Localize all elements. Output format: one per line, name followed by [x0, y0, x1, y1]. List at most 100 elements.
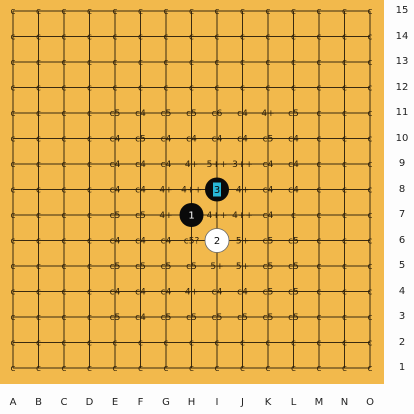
intersection-mark[interactable]: c — [36, 186, 41, 196]
intersection-mark[interactable]: c — [215, 7, 220, 17]
threat-mark[interactable]: c4 — [161, 237, 172, 247]
intersection-mark[interactable]: c — [11, 211, 16, 221]
intersection-mark[interactable]: c — [11, 313, 16, 323]
intersection-mark[interactable]: c — [87, 109, 92, 119]
intersection-mark[interactable]: c — [113, 84, 118, 94]
intersection-mark[interactable]: c — [36, 364, 41, 374]
threat-mark[interactable]: c5 — [263, 135, 274, 145]
threat-mark[interactable]: c4 — [186, 135, 197, 145]
intersection-mark[interactable]: c — [368, 58, 373, 68]
threat-mark[interactable]: c5 — [288, 109, 299, 119]
intersection-mark[interactable]: c — [189, 33, 194, 43]
intersection-mark[interactable]: c — [317, 109, 322, 119]
threat-mark[interactable]: c5 — [288, 313, 299, 323]
intersection-mark[interactable]: c — [266, 339, 271, 349]
intersection-mark[interactable]: c — [342, 58, 347, 68]
threat-mark[interactable]: c5 — [263, 262, 274, 272]
intersection-mark[interactable]: c — [87, 211, 92, 221]
intersection-mark[interactable]: c — [342, 186, 347, 196]
threat-mark[interactable]: 3++ — [232, 160, 253, 170]
intersection-mark[interactable]: c — [87, 364, 92, 374]
threat-mark[interactable]: c4 — [110, 237, 121, 247]
intersection-mark[interactable]: c — [368, 7, 373, 17]
intersection-mark[interactable]: c — [36, 7, 41, 17]
intersection-mark[interactable]: c — [342, 313, 347, 323]
threat-mark[interactable]: c4 — [135, 160, 146, 170]
intersection-mark[interactable]: c — [62, 288, 67, 298]
intersection-mark[interactable]: c — [87, 84, 92, 94]
intersection-mark[interactable]: c — [342, 135, 347, 145]
intersection-mark[interactable]: c — [291, 339, 296, 349]
threat-mark[interactable]: c5 — [110, 262, 121, 272]
threat-mark[interactable]: c4 — [161, 288, 172, 298]
threat-mark[interactable]: c5 — [263, 288, 274, 298]
intersection-mark[interactable]: c — [87, 339, 92, 349]
threat-mark[interactable]: 5+ — [236, 262, 249, 272]
intersection-mark[interactable]: c — [36, 339, 41, 349]
intersection-mark[interactable]: c — [62, 7, 67, 17]
intersection-mark[interactable]: c — [87, 58, 92, 68]
intersection-mark[interactable]: c — [36, 135, 41, 145]
intersection-mark[interactable]: c — [368, 262, 373, 272]
intersection-mark[interactable]: c — [87, 262, 92, 272]
intersection-mark[interactable]: c — [240, 84, 245, 94]
threat-mark[interactable]: c4 — [288, 160, 299, 170]
board-grid[interactable]: c c c c c c c c c c c c c c c c c c c c c c c c c c c c c c c c c c c c c c c c… — [0, 0, 384, 384]
threat-mark[interactable]: c4 — [212, 288, 223, 298]
intersection-mark[interactable]: c — [291, 7, 296, 17]
intersection-mark[interactable]: c — [87, 313, 92, 323]
intersection-mark[interactable]: c — [138, 339, 143, 349]
threat-mark[interactable]: c5 — [135, 211, 146, 221]
intersection-mark[interactable]: c — [62, 237, 67, 247]
intersection-mark[interactable]: c — [138, 33, 143, 43]
threat-mark[interactable]: 4+ — [159, 186, 172, 196]
intersection-mark[interactable]: c — [11, 7, 16, 17]
threat-mark[interactable]: 4++ — [207, 211, 228, 221]
threat-mark[interactable]: c4 — [135, 237, 146, 247]
intersection-mark[interactable]: c — [317, 237, 322, 247]
intersection-mark[interactable]: c — [62, 33, 67, 43]
threat-mark[interactable]: c5 — [161, 262, 172, 272]
intersection-mark[interactable]: c — [62, 109, 67, 119]
intersection-mark[interactable]: c — [62, 186, 67, 196]
intersection-mark[interactable]: c — [36, 237, 41, 247]
threat-mark[interactable]: c4 — [288, 135, 299, 145]
intersection-mark[interactable]: c — [164, 7, 169, 17]
threat-mark[interactable]: c4 — [135, 313, 146, 323]
intersection-mark[interactable]: c — [189, 339, 194, 349]
intersection-mark[interactable]: c — [368, 237, 373, 247]
intersection-mark[interactable]: c — [11, 109, 16, 119]
threat-mark[interactable]: c5 — [110, 313, 121, 323]
intersection-mark[interactable]: c — [138, 7, 143, 17]
intersection-mark[interactable]: c — [368, 186, 373, 196]
threat-mark[interactable]: 5+ — [236, 237, 249, 247]
intersection-mark[interactable]: c — [36, 262, 41, 272]
intersection-mark[interactable]: c — [164, 364, 169, 374]
intersection-mark[interactable]: c — [291, 211, 296, 221]
threat-mark[interactable]: c4 — [263, 211, 274, 221]
intersection-mark[interactable]: c — [368, 109, 373, 119]
threat-mark[interactable]: c5 — [288, 288, 299, 298]
intersection-mark[interactable]: c — [11, 84, 16, 94]
intersection-mark[interactable]: c — [36, 109, 41, 119]
intersection-mark[interactable]: c — [62, 211, 67, 221]
intersection-mark[interactable]: c — [62, 339, 67, 349]
threat-mark[interactable]: c5 — [212, 313, 223, 323]
intersection-mark[interactable]: c — [62, 84, 67, 94]
intersection-mark[interactable]: c — [11, 339, 16, 349]
intersection-mark[interactable]: c — [11, 58, 16, 68]
intersection-mark[interactable]: c — [11, 33, 16, 43]
intersection-mark[interactable]: c — [317, 262, 322, 272]
threat-mark[interactable]: c4 — [161, 135, 172, 145]
intersection-mark[interactable]: c — [291, 364, 296, 374]
intersection-mark[interactable]: c — [342, 211, 347, 221]
intersection-mark[interactable]: c — [317, 58, 322, 68]
threat-mark[interactable]: c4 — [110, 186, 121, 196]
intersection-mark[interactable]: c — [36, 33, 41, 43]
intersection-mark[interactable]: c — [36, 160, 41, 170]
intersection-mark[interactable]: c — [11, 160, 16, 170]
intersection-mark[interactable]: c — [113, 339, 118, 349]
threat-mark[interactable]: 4+ — [159, 211, 172, 221]
intersection-mark[interactable]: c — [240, 7, 245, 17]
threat-mark[interactable]: 4+ — [185, 288, 198, 298]
